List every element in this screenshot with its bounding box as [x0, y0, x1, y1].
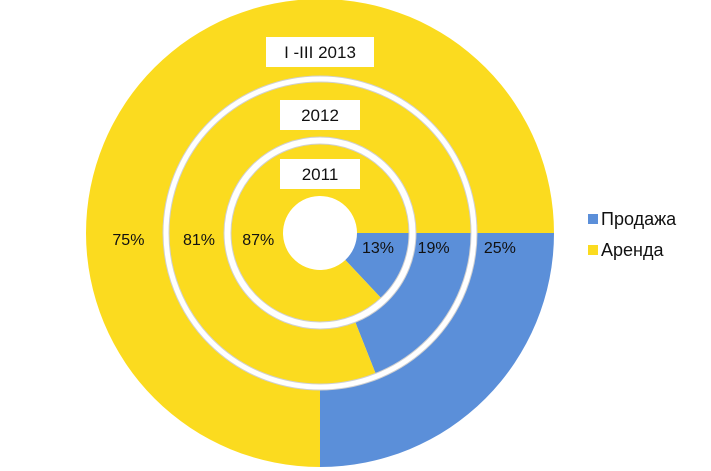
data-label-I-III2013-sale: 25%: [484, 240, 516, 257]
data-label-2011-rent: 87%: [242, 232, 274, 249]
slice-I-III2013-rent: [86, 0, 554, 467]
slice-2012-rent: [168, 81, 472, 384]
slice-2012-sale: [355, 233, 471, 374]
legend-label-sale: Продажа: [601, 208, 677, 229]
legend-label-rent: Аренда: [601, 239, 664, 260]
ring-title-box: [266, 37, 374, 67]
legend: Продажа Аренда: [588, 206, 676, 268]
slice-2011-sale: [345, 233, 409, 298]
ring-edge-3: [162, 75, 478, 391]
slice-2011-rent: [231, 143, 409, 322]
ring-title-I-III2013: I -III 2013: [266, 37, 374, 67]
ring-title-2011: 2011: [280, 159, 360, 189]
legend-swatch-rent: [588, 245, 598, 255]
ring-title-text: 2011: [302, 165, 339, 184]
legend-swatch-sale: [588, 214, 598, 224]
slice-I-III2013-sale: [320, 233, 554, 467]
ring-edge-1: [223, 136, 417, 330]
ring-title-2012: 2012: [280, 100, 360, 130]
ring-title-text: 2012: [301, 106, 339, 125]
data-label-I-III2013-rent: 75%: [112, 232, 144, 249]
ring-separator-0: [224, 137, 416, 329]
data-label-2012-sale: 19%: [418, 240, 450, 257]
data-label-2012-rent: 81%: [183, 232, 215, 249]
legend-item-rent: Аренда: [588, 237, 676, 263]
ring-title-box: [280, 100, 360, 130]
ring-title-text: I -III 2013: [284, 43, 356, 62]
data-label-2011-sale: 13%: [362, 240, 394, 257]
ring-title-box: [280, 159, 360, 189]
ring-edge-2: [168, 81, 472, 385]
legend-item-sale: Продажа: [588, 206, 676, 232]
ring-separator-1: [163, 76, 477, 390]
ring-edge-0: [230, 143, 410, 323]
